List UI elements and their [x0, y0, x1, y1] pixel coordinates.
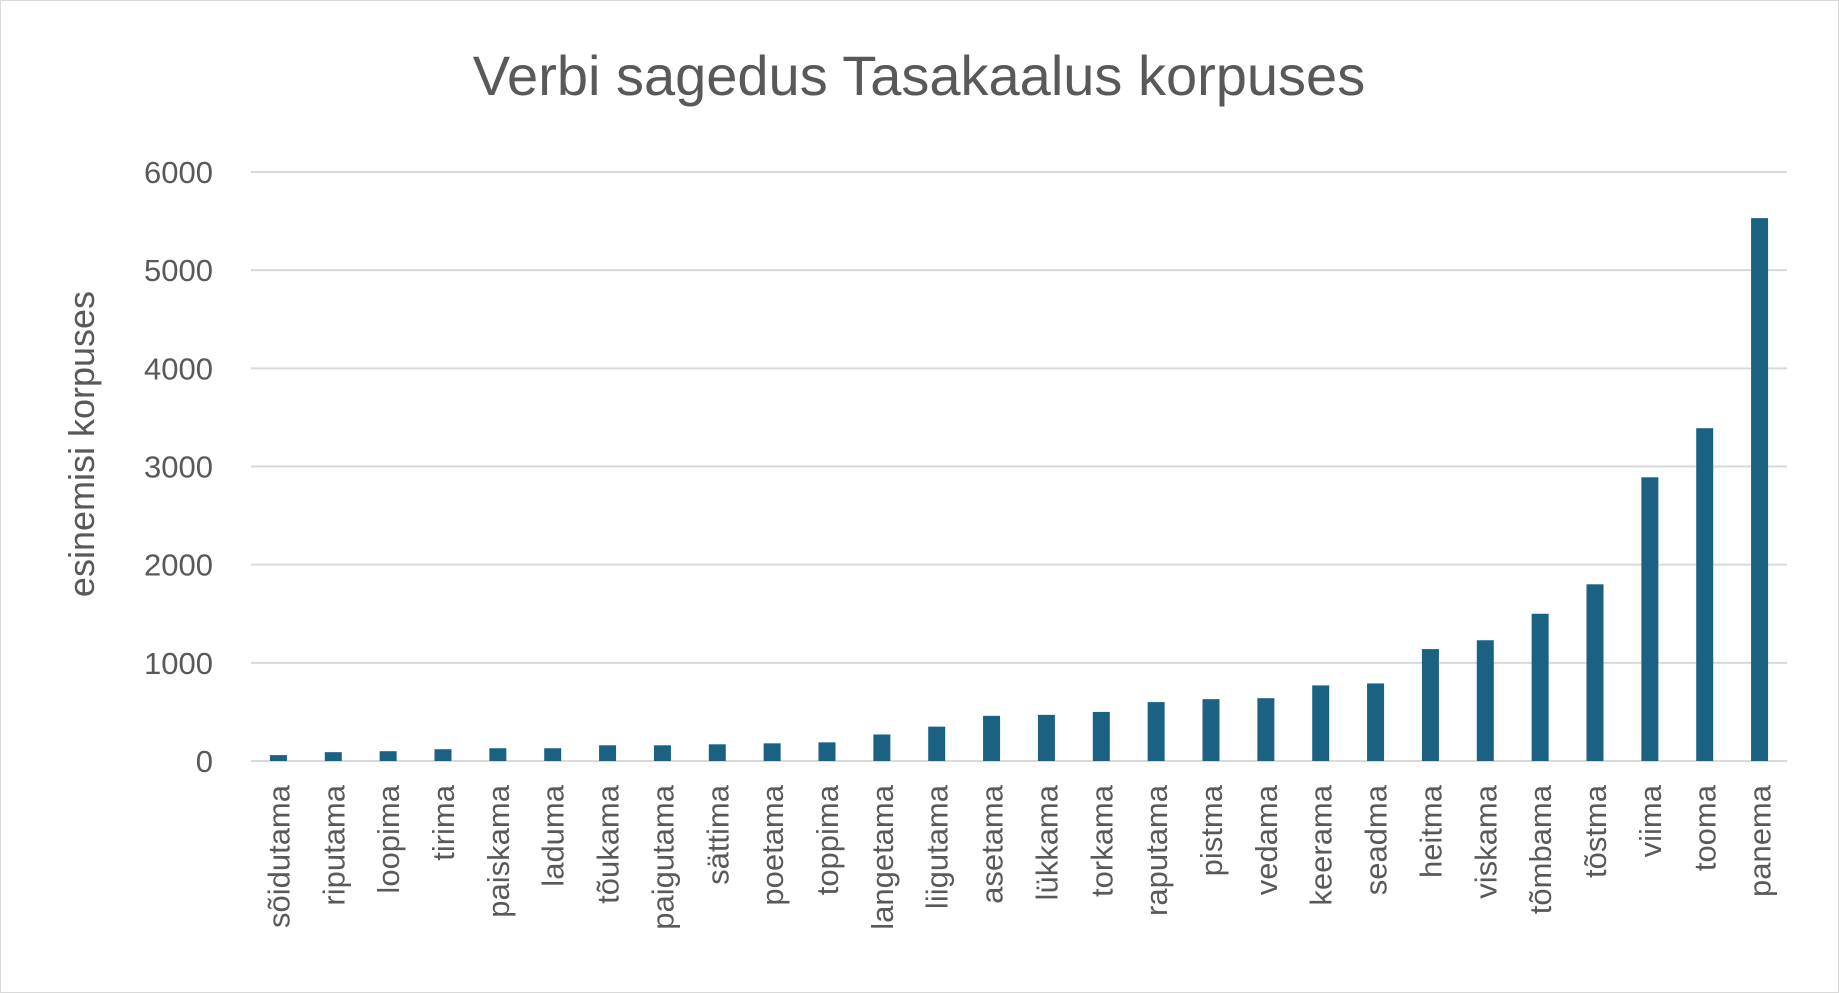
bar-asetama	[983, 715, 1001, 761]
bar-riputama	[324, 752, 342, 761]
y-tick-label: 1000	[144, 646, 213, 681]
x-category-label: heitma	[1413, 784, 1448, 878]
x-category-label: laduma	[536, 784, 571, 886]
bar-poetama	[763, 743, 781, 761]
bar-viskama	[1476, 640, 1494, 761]
x-category-label: tõstma	[1578, 784, 1613, 878]
bar-lükkama	[1037, 714, 1055, 761]
x-category-label: langetama	[865, 784, 900, 930]
y-tick-label: 0	[196, 744, 213, 779]
x-category-label: liigutama	[920, 784, 955, 909]
bar-panema	[1751, 218, 1769, 762]
bar-liigutama	[928, 726, 946, 761]
x-category-label: keerama	[1304, 784, 1339, 905]
x-category-label: tõmbama	[1523, 784, 1558, 914]
y-axis-label: esinemisi korpuses	[61, 291, 102, 597]
bar-toppima	[818, 742, 836, 761]
bar-viima	[1641, 477, 1659, 761]
bar-tooma	[1696, 428, 1714, 761]
bar-heitma	[1421, 649, 1439, 761]
x-category-label: seadma	[1359, 784, 1394, 895]
x-category-label: torkama	[1084, 784, 1119, 897]
bar-torkama	[1092, 711, 1110, 761]
bar-tõukama	[599, 745, 617, 761]
bar-paiskama	[489, 748, 507, 761]
chart-title: Verbi sagedus Tasakaalus korpuses	[473, 44, 1365, 107]
x-category-label: tooma	[1688, 784, 1723, 871]
x-category-label: viskama	[1468, 784, 1503, 898]
bar-pistma	[1202, 699, 1220, 761]
x-category-label: viima	[1633, 784, 1668, 857]
y-tick-label: 4000	[144, 351, 213, 386]
x-category-label: riputama	[316, 784, 351, 905]
bar-tõmbama	[1531, 613, 1549, 761]
x-category-label: tirima	[426, 784, 461, 861]
bar-sättima	[708, 744, 726, 761]
x-category-label: poetama	[755, 784, 790, 905]
x-category-label: tõukama	[591, 784, 626, 904]
bar-tõstma	[1586, 584, 1604, 761]
x-category-label: paigutama	[645, 784, 680, 930]
bar-raputama	[1147, 702, 1165, 761]
x-category-label: toppima	[810, 784, 845, 895]
bar-keerama	[1312, 685, 1330, 761]
bar-sõidutama	[269, 755, 287, 761]
x-category-label: sõidutama	[261, 784, 296, 928]
y-tick-label: 6000	[144, 155, 213, 190]
x-axis-categories: sõidutama riputama loopima tirima paiskama la…	[261, 784, 1777, 930]
x-category-label: sättima	[700, 784, 735, 885]
bar-paigutama	[653, 745, 671, 761]
x-category-label: panema	[1743, 784, 1778, 897]
bar-langetama	[873, 734, 891, 761]
x-category-label: pistma	[1194, 784, 1229, 876]
bar-seadma	[1367, 683, 1385, 761]
y-axis-ticks: 0 1000 2000 3000 4000 5000 6000	[144, 155, 213, 779]
x-category-label: paiskama	[481, 784, 516, 917]
x-category-label: asetama	[975, 784, 1010, 904]
bar-vedama	[1257, 698, 1275, 761]
bar-tirima	[434, 749, 452, 761]
x-category-label: lükkama	[1029, 784, 1064, 900]
bar-laduma	[544, 748, 562, 761]
x-category-label: raputama	[1139, 784, 1174, 916]
gridlines	[251, 171, 1787, 762]
y-tick-label: 2000	[144, 548, 213, 583]
bars	[269, 218, 1769, 762]
x-category-label: vedama	[1249, 784, 1284, 895]
y-tick-label: 3000	[144, 450, 213, 485]
bar-loopima	[379, 751, 397, 761]
y-tick-label: 5000	[144, 253, 213, 288]
x-category-label: loopima	[371, 784, 406, 893]
